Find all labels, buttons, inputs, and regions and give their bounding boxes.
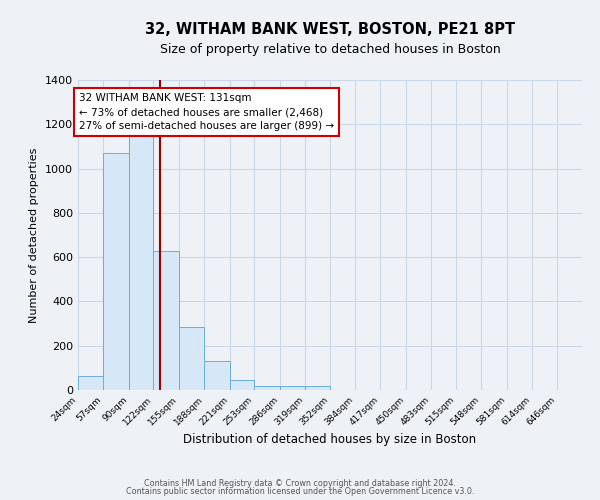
Text: Contains HM Land Registry data © Crown copyright and database right 2024.: Contains HM Land Registry data © Crown c… (144, 478, 456, 488)
Bar (230, 380, 254, 390)
Y-axis label: Number of detached properties: Number of detached properties (29, 148, 40, 322)
Bar (179, 327, 204, 390)
Bar (129, 133, 154, 390)
Bar (254, 386, 280, 390)
Bar (103, 153, 129, 390)
Text: 32, WITHAM BANK WEST, BOSTON, PE21 8PT: 32, WITHAM BANK WEST, BOSTON, PE21 8PT (145, 22, 515, 38)
Text: 32 WITHAM BANK WEST: 131sqm
← 73% of detached houses are smaller (2,468)
27% of : 32 WITHAM BANK WEST: 131sqm ← 73% of det… (79, 94, 334, 132)
Bar (154, 250, 179, 390)
Bar (204, 361, 230, 390)
X-axis label: Distribution of detached houses by size in Boston: Distribution of detached houses by size … (184, 432, 476, 446)
Bar (78, 376, 103, 390)
Text: Size of property relative to detached houses in Boston: Size of property relative to detached ho… (160, 42, 500, 56)
Bar (305, 386, 331, 390)
Text: Contains public sector information licensed under the Open Government Licence v3: Contains public sector information licen… (126, 487, 474, 496)
Bar (280, 386, 305, 390)
